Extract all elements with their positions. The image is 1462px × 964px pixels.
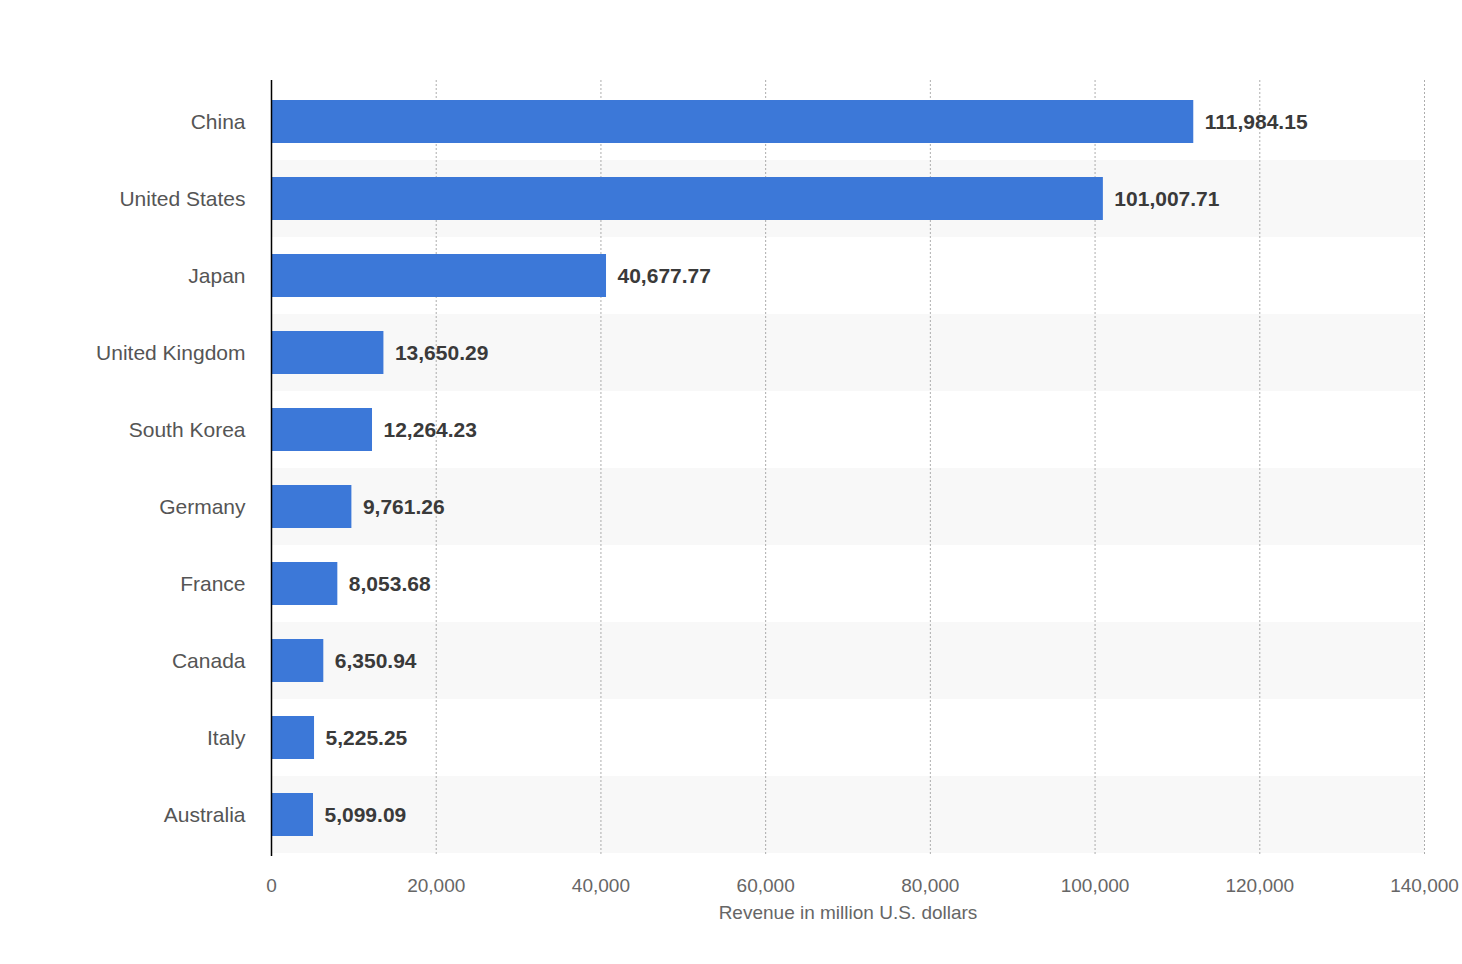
- svg-text:60,000: 60,000: [737, 875, 795, 896]
- svg-text:Revenue in million U.S. dollar: Revenue in million U.S. dollars: [719, 902, 978, 923]
- svg-text:40,000: 40,000: [572, 875, 630, 896]
- svg-text:Australia: Australia: [164, 803, 246, 826]
- svg-text:120,000: 120,000: [1225, 875, 1294, 896]
- svg-text:United States: United States: [119, 187, 245, 210]
- svg-text:5,099.09: 5,099.09: [324, 803, 406, 826]
- svg-text:6,350.94: 6,350.94: [335, 649, 417, 672]
- svg-text:111,984.15: 111,984.15: [1205, 110, 1308, 133]
- svg-text:140,000: 140,000: [1390, 875, 1459, 896]
- svg-text:100,000: 100,000: [1061, 875, 1130, 896]
- svg-text:20,000: 20,000: [407, 875, 465, 896]
- svg-text:France: France: [180, 572, 245, 595]
- svg-text:101,007.71: 101,007.71: [1114, 187, 1219, 210]
- svg-text:China: China: [191, 110, 246, 133]
- svg-text:5,225.25: 5,225.25: [326, 726, 408, 749]
- svg-text:United Kingdom: United Kingdom: [96, 341, 245, 364]
- svg-text:40,677.77: 40,677.77: [618, 264, 711, 287]
- svg-text:9,761.26: 9,761.26: [363, 495, 445, 518]
- svg-text:Canada: Canada: [172, 649, 246, 672]
- svg-text:13,650.29: 13,650.29: [395, 341, 488, 364]
- svg-text:Japan: Japan: [188, 264, 245, 287]
- svg-text:South Korea: South Korea: [129, 418, 246, 441]
- svg-text:0: 0: [266, 875, 277, 896]
- svg-text:Italy: Italy: [207, 726, 246, 749]
- svg-text:80,000: 80,000: [901, 875, 959, 896]
- svg-text:8,053.68: 8,053.68: [349, 572, 431, 595]
- svg-text:Germany: Germany: [159, 495, 246, 518]
- svg-text:12,264.23: 12,264.23: [384, 418, 477, 441]
